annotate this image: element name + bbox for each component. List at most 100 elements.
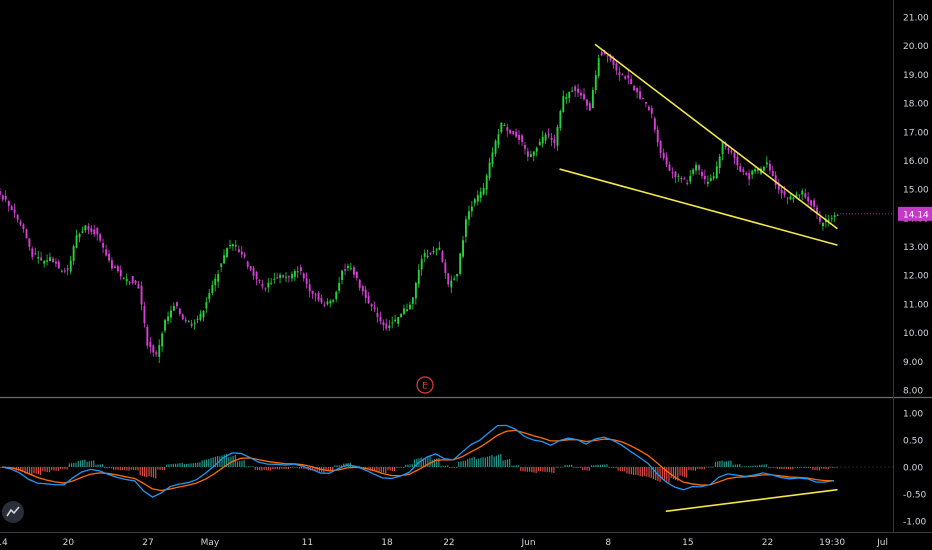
- wedge-trendline-2[interactable]: [559, 168, 838, 246]
- candle: [535, 147, 538, 152]
- candle: [830, 218, 833, 220]
- time-tick-label: 15: [682, 538, 693, 548]
- candle: [822, 222, 824, 227]
- macd-histogram-bar: [137, 467, 139, 471]
- candle: [544, 134, 547, 141]
- candle: [680, 178, 683, 180]
- candle: [81, 231, 84, 233]
- macd-divergence-trendline[interactable]: [665, 488, 838, 513]
- macd-histogram-bar: [259, 467, 261, 471]
- tradingview-logo-icon[interactable]: [2, 501, 24, 523]
- candle: [376, 313, 379, 318]
- macd-histogram-bar: [374, 467, 376, 472]
- macd-histogram-bar: [495, 455, 497, 467]
- macd-histogram-bar: [748, 466, 750, 468]
- macd-histogram-bar: [292, 467, 294, 468]
- macd-histogram-bar: [513, 465, 515, 467]
- macd-histogram-bar: [798, 467, 801, 468]
- candle: [116, 266, 119, 272]
- time-axis[interactable]: 14 20 27 May 11 18 22 Jun 8 15 22 19:30 Jul: [0, 538, 888, 548]
- candle: [167, 316, 170, 321]
- candle: [285, 276, 287, 278]
- macd-axis[interactable]: 1.00 0.50 0.00 -0.50 -1.00: [903, 410, 927, 528]
- candle: [332, 300, 335, 302]
- candle: [819, 217, 821, 222]
- macd-histogram-bar: [73, 463, 75, 467]
- candle: [13, 209, 16, 213]
- macd-histogram-bar: [644, 467, 646, 476]
- price-tick-label: 16.00: [903, 157, 929, 167]
- macd-histogram-bar: [792, 467, 794, 470]
- candle: [128, 282, 131, 284]
- macd-histogram-bar: [717, 461, 719, 467]
- macd-histogram-bar: [285, 467, 287, 469]
- candle: [299, 267, 302, 271]
- macd-histogram-bar: [663, 467, 666, 481]
- macd-histogram-bar: [533, 467, 535, 473]
- macd-histogram-bar: [706, 466, 708, 468]
- macd-histogram-bar: [719, 460, 721, 467]
- macd-histogram-bar: [409, 464, 411, 467]
- candle: [347, 265, 349, 268]
- candle: [683, 178, 686, 180]
- price-axis[interactable]: 21.0020.0019.0018.0017.0016.0015.0014.00…: [898, 14, 932, 397]
- macd-histogram-bar: [179, 463, 181, 467]
- candle: [606, 55, 609, 57]
- earnings-marker[interactable]: E: [416, 376, 434, 394]
- macd-histogram-bar: [759, 464, 761, 467]
- candle: [252, 268, 255, 276]
- candle: [751, 170, 754, 175]
- macd-histogram-bar: [314, 467, 316, 471]
- macd-histogram-bar: [194, 462, 197, 467]
- price-pane[interactable]: E: [0, 43, 893, 394]
- macd-histogram-bar: [703, 467, 705, 470]
- macd-histogram-bar: [144, 467, 146, 477]
- macd-histogram-bar: [190, 463, 192, 467]
- macd-histogram-bar: [772, 466, 774, 468]
- macd-histogram-bar: [475, 459, 478, 467]
- candle: [515, 131, 518, 137]
- candle: [232, 244, 234, 247]
- price-tick-label: 18.00: [903, 100, 929, 110]
- macd-histogram-bar: [564, 465, 566, 467]
- candle: [69, 260, 72, 272]
- macd-histogram-bar: [106, 467, 108, 469]
- macd-histogram-bar: [469, 458, 471, 467]
- candle: [52, 258, 54, 263]
- macd-histogram-bar: [121, 467, 124, 470]
- macd-histogram-bar: [739, 464, 741, 467]
- candle: [677, 175, 680, 177]
- candle: [288, 276, 290, 278]
- macd-histogram-bar: [827, 467, 829, 470]
- macd-line[interactable]: [1, 424, 835, 498]
- candle: [792, 197, 795, 199]
- candle: [615, 63, 618, 71]
- wedge-trendline-1[interactable]: [594, 43, 838, 230]
- macd-histogram-bar: [135, 467, 137, 471]
- candle: [87, 226, 90, 230]
- macd-histogram-bar: [225, 453, 228, 467]
- candle: [335, 291, 338, 300]
- macd-histogram-bar: [367, 467, 369, 470]
- macd-signal-line[interactable]: [1, 429, 834, 492]
- candle: [757, 168, 759, 171]
- candle: [435, 249, 438, 251]
- candle: [149, 341, 152, 347]
- candle: [111, 260, 113, 269]
- macd-histogram-bar: [20, 467, 22, 471]
- candle: [409, 304, 411, 310]
- macd-histogram-bar: [559, 466, 562, 468]
- time-tick-label: 18: [381, 538, 393, 548]
- macd-histogram-bar: [670, 467, 672, 479]
- candle: [146, 326, 149, 346]
- macd-histogram-bar: [221, 455, 223, 467]
- macd-pane[interactable]: [0, 424, 893, 513]
- candle: [344, 269, 347, 271]
- candle: [176, 302, 178, 307]
- macd-histogram-bar: [407, 464, 409, 467]
- candle: [748, 173, 751, 180]
- last-price-badge[interactable]: [898, 206, 932, 221]
- macd-histogram-bar: [64, 467, 66, 470]
- macd-histogram-bar: [181, 462, 183, 467]
